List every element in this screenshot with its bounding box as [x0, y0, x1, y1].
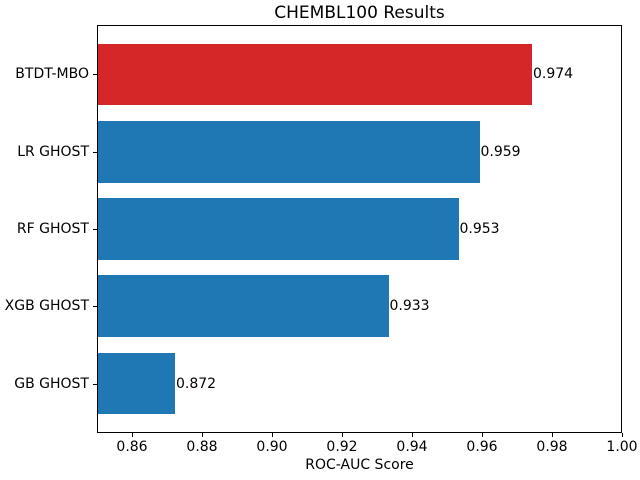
x-tick-label: 1.00: [606, 439, 638, 455]
y-tick-label-btdt-mbo: BTDT-MBO: [15, 66, 89, 83]
y-tick-mark: [93, 151, 97, 153]
bar-rf-ghost: [98, 198, 459, 260]
y-tick-mark: [93, 383, 97, 385]
x-axis-label: ROC-AUC Score: [305, 457, 414, 473]
x-tick-label: 0.96: [466, 439, 498, 455]
x-tick-label: 0.98: [536, 439, 568, 455]
bar-value-label-lr-ghost: 0.959: [480, 143, 521, 160]
bar-btdt-mbo: [98, 43, 532, 106]
x-tick-mark: [132, 433, 133, 437]
x-tick-label: 0.86: [116, 439, 148, 455]
x-tick-mark: [552, 433, 553, 437]
bar-xgb-ghost: [98, 275, 389, 338]
bar-value-label-gb-ghost: 0.872: [176, 375, 217, 392]
y-tick-mark: [93, 74, 97, 76]
bar-value-label-btdt-mbo: 0.974: [533, 66, 574, 83]
chart-title: CHEMBL100 Results: [274, 3, 445, 23]
y-tick-label-lr-ghost: LR GHOST: [17, 143, 89, 160]
y-tick-mark: [93, 306, 97, 308]
x-tick-mark: [202, 433, 203, 437]
x-tick-label: 0.88: [186, 439, 218, 455]
x-tick-mark: [412, 433, 413, 437]
bar-lr-ghost: [98, 120, 480, 183]
x-tick-label: 0.94: [396, 439, 428, 455]
x-tick-mark: [482, 433, 483, 437]
bar-value-label-xgb-ghost: 0.933: [389, 298, 430, 315]
bar-value-label-rf-ghost: 0.953: [459, 221, 500, 237]
x-tick-label: 0.92: [326, 439, 358, 455]
y-tick-label-xgb-ghost: XGB GHOST: [4, 298, 89, 315]
y-tick-label-rf-ghost: RF GHOST: [16, 221, 89, 237]
y-tick-mark: [93, 229, 97, 230]
y-tick-label-gb-ghost: GB GHOST: [14, 375, 89, 392]
bar-gb-ghost: [98, 352, 175, 415]
x-tick-mark: [272, 433, 273, 437]
plot-area: [97, 25, 622, 433]
x-tick-mark: [342, 433, 343, 437]
x-tick-mark: [622, 433, 623, 437]
x-tick-label: 0.90: [256, 439, 288, 455]
